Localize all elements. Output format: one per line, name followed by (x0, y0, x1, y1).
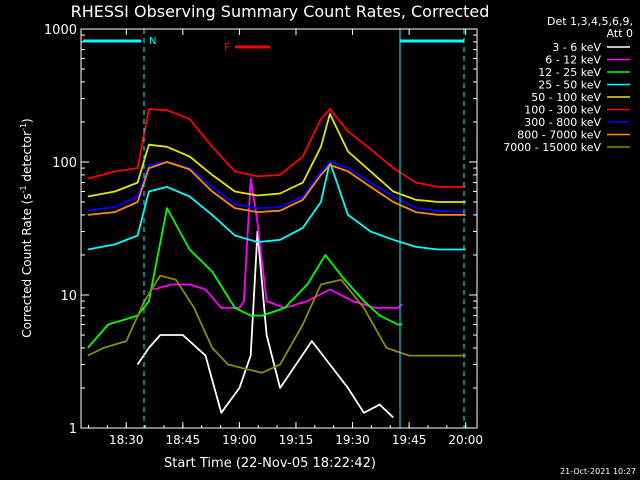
plot-frame (80, 28, 478, 429)
flare-label: F (224, 41, 230, 54)
chart-title: RHESSI Observing Summary Count Rates, Co… (71, 2, 490, 21)
legend-entry-label: 300 - 800 keV (524, 116, 601, 129)
legend-entry-label: 6 - 12 keV (545, 54, 601, 67)
x-tick-label: 19:00 (222, 433, 257, 447)
legend-entry-label: 3 - 6 keV (552, 41, 601, 54)
series-line (87, 274, 466, 374)
x-axis-label: Start Time (22-Nov-05 18:22:42) (164, 456, 376, 471)
saa-label: N (149, 36, 156, 47)
series-line (87, 207, 403, 349)
legend-entry-label: 800 - 7000 keV (517, 129, 601, 142)
x-tick-label: 20:00 (448, 433, 483, 447)
series-line (87, 161, 466, 216)
legend-entry-label: 7000 - 15000 keV (503, 141, 601, 154)
y-tick-label: 1 (69, 422, 77, 437)
series-line (87, 113, 466, 203)
legend-header-line1: Det 1,3,4,5,6,9, (547, 15, 633, 28)
legend-entry-label: 12 - 25 keV (538, 66, 601, 79)
series-line (136, 230, 394, 419)
series-line (87, 161, 466, 213)
legend-entry-label: 50 - 100 keV (531, 91, 601, 104)
x-tick-label: 19:15 (279, 433, 314, 447)
y-tick-label: 100 (52, 156, 77, 171)
series-line (87, 161, 466, 251)
x-tick-label: 18:30 (109, 433, 144, 447)
footer-date: 21-Oct-2021 10:27 (560, 467, 636, 476)
legend-entry-label: 100 - 300 keV (524, 104, 601, 117)
series-line (87, 108, 466, 188)
y-tick-label: 10 (60, 289, 77, 304)
series-group (87, 108, 466, 419)
axis-ticks: 18:30 18:45 19:00 19:15 19:30 19:45 20:00 1 10 10… (44, 23, 483, 447)
x-tick-label: 18:45 (166, 433, 201, 447)
y-axis-label: Corrected Count Rate (s-1 detector-1) (19, 118, 34, 337)
legend-header-line2: Att 0 (607, 27, 633, 40)
x-tick-label: 19:30 (335, 433, 370, 447)
y-tick-label: 1000 (44, 23, 77, 38)
legend-entry-label: 25 - 50 keV (538, 79, 601, 92)
x-tick-label: 19:45 (392, 433, 427, 447)
